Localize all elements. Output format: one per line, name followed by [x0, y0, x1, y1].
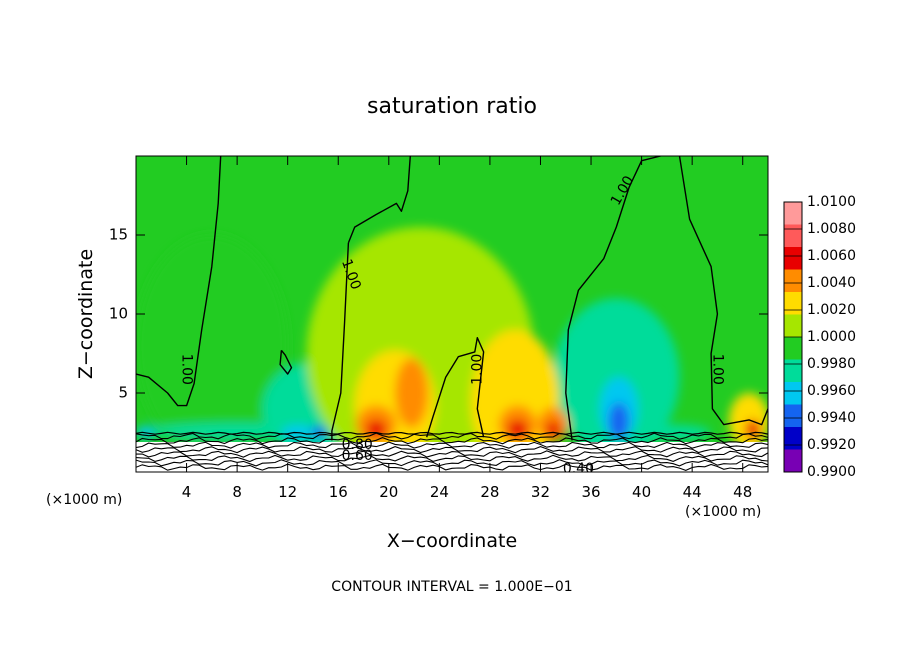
contour-label: 0.60: [342, 448, 373, 464]
colorbar-label: 1.0000: [807, 329, 856, 345]
y-axis-label: Z−coordinate: [75, 249, 97, 379]
x-tick-label: 4: [182, 483, 192, 501]
colorbar-label: 1.0060: [807, 248, 856, 264]
colorbar-swatch: [784, 269, 802, 292]
ground-contour: [136, 446, 768, 454]
contour-line: [347, 156, 411, 244]
x-tick-label: 24: [430, 483, 449, 501]
ground-contour: [136, 441, 768, 449]
x-axis: 4 8 12 16 20 24 28 32 36 40 44 48: [182, 156, 752, 501]
chart-title: saturation ratio: [367, 94, 537, 119]
x-tick-label: 48: [733, 483, 752, 501]
x-unit-right: (×1000 m): [685, 504, 761, 520]
anomaly-blob: [395, 358, 428, 428]
anomaly-blob: [470, 329, 560, 472]
anomaly-blob: [635, 424, 712, 441]
colorbar-label: 0.9900: [807, 464, 856, 480]
colorbar-label: 0.9920: [807, 437, 856, 453]
y-tick-label: 10: [109, 305, 128, 323]
contour-line: [136, 156, 222, 407]
colorbar-swatch: [784, 224, 802, 247]
anomaly-blob: [507, 419, 528, 439]
x-tick-label: 8: [232, 483, 242, 501]
contour-lines: [136, 156, 768, 441]
colorbar-swatch: [784, 359, 802, 382]
contour-line: [565, 156, 661, 441]
contour-label: 0.80: [342, 437, 373, 453]
x-tick-label: 32: [531, 483, 550, 501]
x-tick-label: 28: [480, 483, 499, 501]
colorbar-label: 1.0020: [807, 302, 856, 318]
saturation-field: 1.001.001.001.001.000.800.600.40: [136, 156, 768, 477]
anomaly-blob: [553, 298, 680, 457]
contour-label: 1.00: [469, 354, 485, 385]
x-tick-label: 20: [379, 483, 398, 501]
colorbar-swatch: [784, 202, 802, 225]
colorbar-label: 0.9960: [807, 383, 856, 399]
colorbar-swatch: [784, 314, 802, 337]
x-tick-label: 40: [632, 483, 651, 501]
colorbar-swatch: [784, 292, 802, 315]
ground-contour: [136, 450, 768, 458]
contour-label: 1.00: [179, 354, 195, 385]
ground-top-contour: [136, 431, 768, 435]
y-axis: 5 10 15: [109, 226, 768, 402]
contour-label: 0.40: [563, 461, 594, 477]
colorbar-swatch: [784, 427, 802, 450]
colorbar-swatch: [784, 337, 802, 360]
colorbar-label: 0.9940: [807, 410, 856, 426]
ground-contour: [136, 432, 768, 440]
contour-line: [331, 242, 350, 441]
contour-interval-note: CONTOUR INTERVAL = 1.000E−01: [331, 579, 572, 595]
colorbar-label: 1.0100: [807, 194, 856, 210]
x-tick-label: 44: [683, 483, 702, 501]
colorbar-label: 1.0080: [807, 221, 856, 237]
anomaly-blob: [148, 423, 326, 439]
contour-line: [426, 337, 485, 438]
y-tick-label: 5: [118, 384, 128, 402]
colorbar-swatch: [784, 247, 802, 270]
y-tick-label: 15: [109, 226, 128, 244]
ground-contour: [136, 463, 768, 471]
colorbar-label: 1.0040: [807, 275, 856, 291]
colorbar: 1.0100 1.0080 1.0060 1.0040 1.0020 1.0000 0.99…: [783, 194, 856, 480]
ground-contour: [136, 459, 768, 467]
contour-line: [678, 156, 768, 426]
anomaly-blob: [545, 421, 561, 438]
anomaly-blob: [608, 402, 629, 441]
contour-label: 1.00: [709, 354, 725, 385]
colorbar-swatch: [784, 449, 802, 472]
contour-line: [279, 349, 293, 375]
colorbar-label: 0.9980: [807, 356, 856, 372]
x-unit-left: (×1000 m): [46, 492, 122, 508]
ground-contour: [136, 454, 768, 463]
x-axis-label: X−coordinate: [387, 530, 517, 552]
colorbar-swatch: [784, 382, 802, 405]
x-tick-label: 36: [581, 483, 600, 501]
colorbar-swatch: [784, 404, 802, 427]
ground-contour: [136, 437, 768, 445]
x-tick-label: 12: [278, 483, 297, 501]
ground-contour-lines: [136, 431, 768, 471]
x-tick-label: 16: [329, 483, 348, 501]
